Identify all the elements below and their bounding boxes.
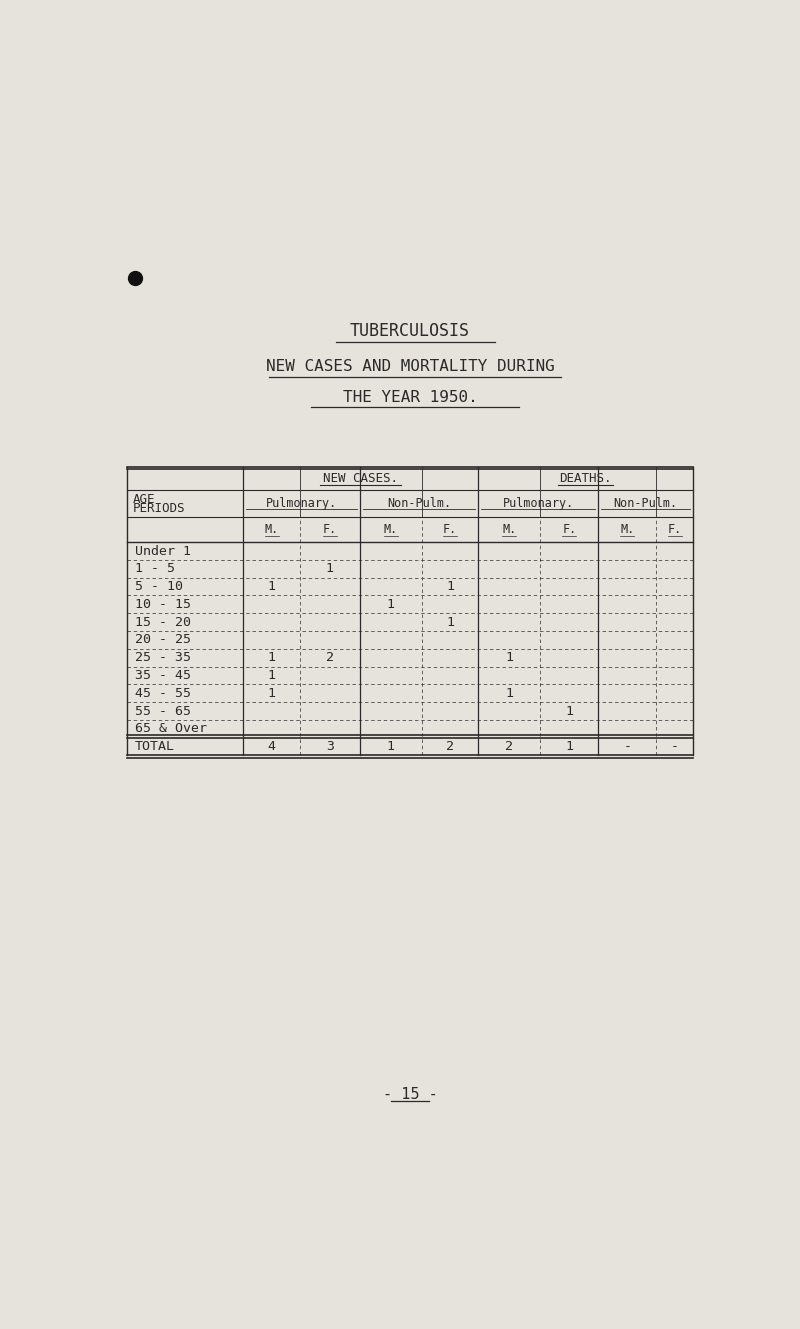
Text: 4: 4 <box>268 740 276 754</box>
Text: 1 - 5: 1 - 5 <box>135 562 175 575</box>
Text: F.: F. <box>667 524 682 536</box>
Text: TOTAL: TOTAL <box>135 740 175 754</box>
Text: Under 1: Under 1 <box>135 545 191 558</box>
Text: DEATHS.: DEATHS. <box>559 472 612 485</box>
Text: Non-Pulm.: Non-Pulm. <box>614 497 678 510</box>
Text: 1: 1 <box>566 704 574 718</box>
Text: Non-Pulm.: Non-Pulm. <box>387 497 451 510</box>
Text: M.: M. <box>620 524 634 536</box>
Text: 5 - 10: 5 - 10 <box>135 579 183 593</box>
Text: 1: 1 <box>386 740 394 754</box>
Text: 2: 2 <box>446 740 454 754</box>
Text: -: - <box>623 740 631 754</box>
Text: 1: 1 <box>326 562 334 575</box>
Text: 1: 1 <box>268 687 276 700</box>
Text: 45 - 55: 45 - 55 <box>135 687 191 700</box>
Text: 2: 2 <box>326 651 334 664</box>
Text: THE YEAR 1950.: THE YEAR 1950. <box>342 391 478 405</box>
Text: M.: M. <box>502 524 516 536</box>
Text: 1: 1 <box>386 598 394 611</box>
Text: F.: F. <box>442 524 457 536</box>
Text: Pulmonary.: Pulmonary. <box>266 497 337 510</box>
Text: 1: 1 <box>566 740 574 754</box>
Text: 1: 1 <box>268 579 276 593</box>
Text: - 15 -: - 15 - <box>382 1087 438 1102</box>
Text: -: - <box>670 740 678 754</box>
Text: NEW CASES AND MORTALITY DURING: NEW CASES AND MORTALITY DURING <box>266 359 554 375</box>
Text: 10 - 15: 10 - 15 <box>135 598 191 611</box>
Text: 20 - 25: 20 - 25 <box>135 634 191 646</box>
Text: M.: M. <box>383 524 398 536</box>
Text: 2: 2 <box>506 740 514 754</box>
Text: 1: 1 <box>446 615 454 629</box>
Text: F.: F. <box>322 524 337 536</box>
Text: 1: 1 <box>506 687 514 700</box>
Text: 55 - 65: 55 - 65 <box>135 704 191 718</box>
Text: PERIODS: PERIODS <box>133 502 185 516</box>
Text: 65 & Over: 65 & Over <box>135 722 207 735</box>
Text: AGE: AGE <box>133 493 155 506</box>
Text: 15 - 20: 15 - 20 <box>135 615 191 629</box>
Text: NEW CASES.: NEW CASES. <box>323 472 398 485</box>
Text: 35 - 45: 35 - 45 <box>135 668 191 682</box>
Text: 1: 1 <box>446 579 454 593</box>
Text: 3: 3 <box>326 740 334 754</box>
Text: 1: 1 <box>268 668 276 682</box>
Text: TUBERCULOSIS: TUBERCULOSIS <box>350 322 470 340</box>
Text: M.: M. <box>265 524 278 536</box>
Text: F.: F. <box>562 524 576 536</box>
Text: 25 - 35: 25 - 35 <box>135 651 191 664</box>
Text: 1: 1 <box>268 651 276 664</box>
Text: 1: 1 <box>506 651 514 664</box>
Text: Pulmonary.: Pulmonary. <box>502 497 574 510</box>
